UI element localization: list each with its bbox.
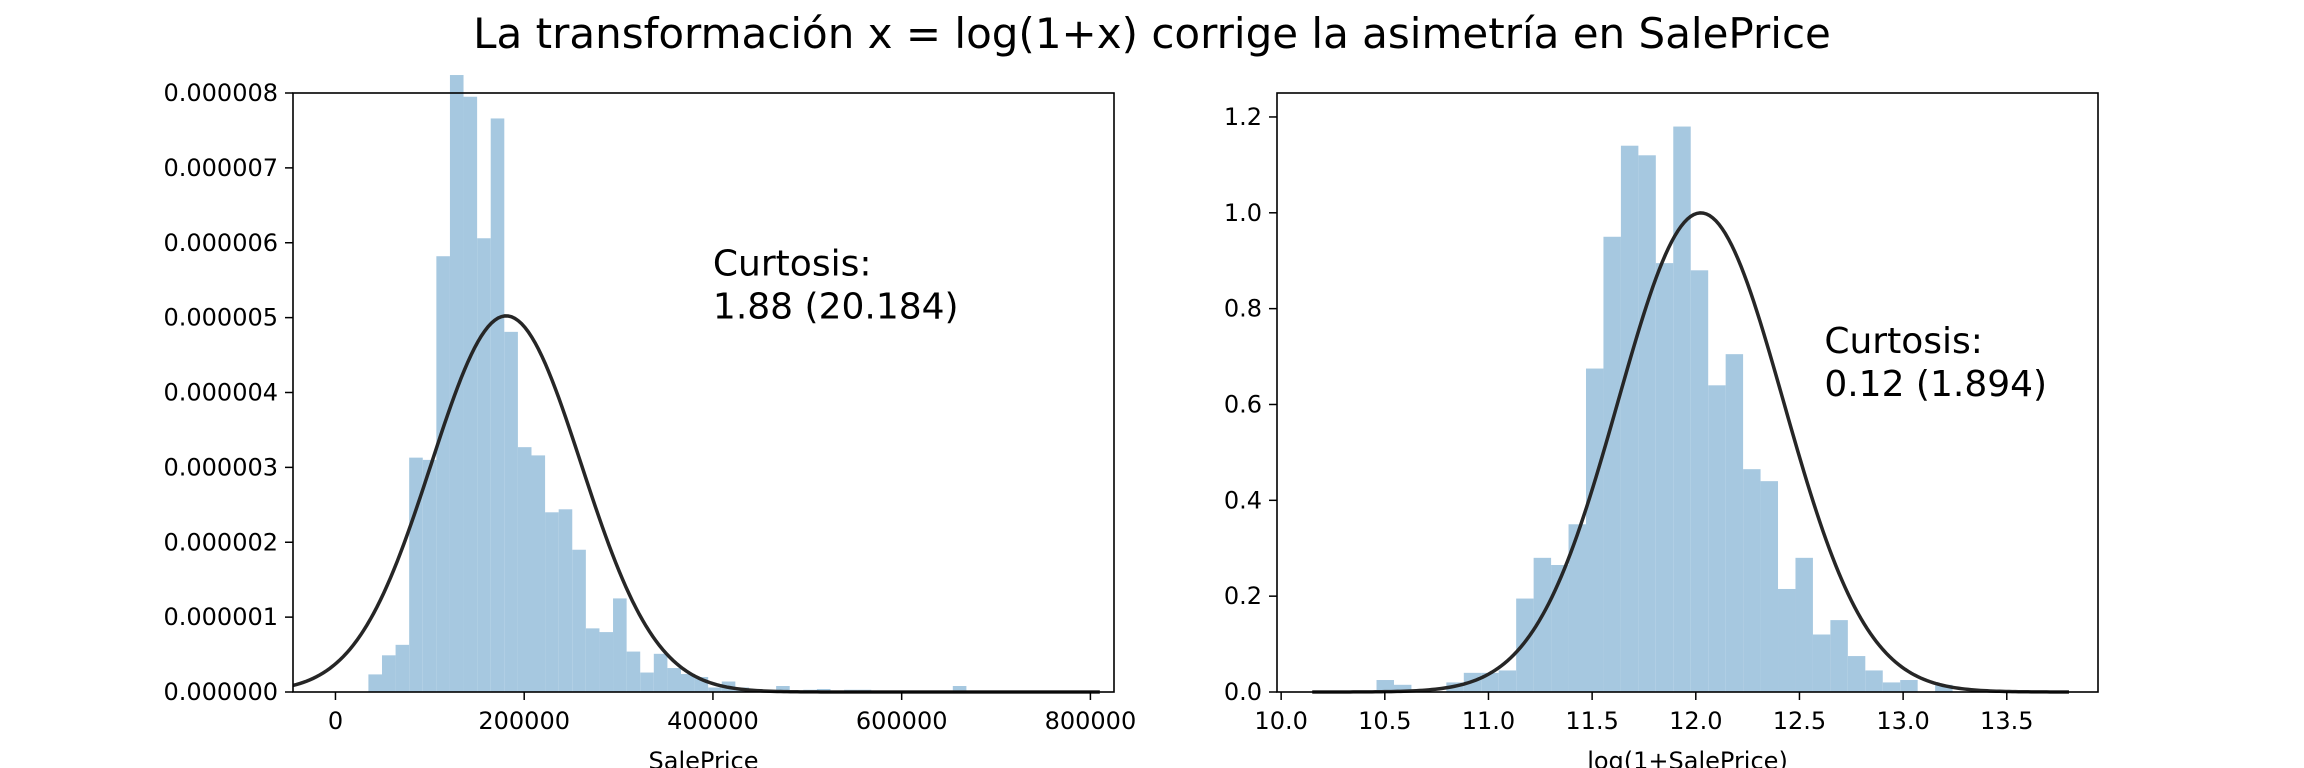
- x-tick-label: 10.0: [1254, 707, 1307, 735]
- histogram-bar: [1533, 557, 1552, 692]
- y-tick-label: 1.2: [1224, 103, 1262, 131]
- kurtosis-annotation-value: 1.88 (20.184): [713, 287, 959, 328]
- histogram-bar: [572, 549, 586, 692]
- histogram-bar: [490, 118, 505, 692]
- histogram-bar: [436, 256, 450, 692]
- histogram-bar: [1812, 634, 1831, 692]
- histogram-bar: [1708, 385, 1726, 692]
- histogram-bar: [449, 75, 464, 692]
- histogram-bar: [952, 686, 967, 692]
- figure-title: La transformación x = log(1+x) corrige l…: [473, 9, 1831, 58]
- histogram-bar: [1673, 126, 1691, 692]
- y-tick-label: 0.000006: [163, 229, 278, 257]
- histogram-bar: [1551, 565, 1569, 692]
- y-tick-label: 1.0: [1224, 199, 1262, 227]
- histogram-bar: [558, 509, 573, 692]
- x-tick-label: 0: [328, 707, 343, 735]
- histogram-bar: [1568, 524, 1586, 692]
- histogram-bar: [585, 628, 600, 692]
- histogram-bar: [1603, 236, 1621, 692]
- histogram-bar: [1882, 682, 1901, 692]
- histogram-bar: [626, 651, 641, 692]
- y-tick-label: 0.4: [1224, 486, 1262, 514]
- kurtosis-annotation: Curtosis: 0.12 (1.894): [1824, 321, 2047, 405]
- histogram-bar: [395, 644, 410, 692]
- kurtosis-annotation-label: Curtosis:: [1824, 321, 1983, 362]
- histogram-bar: [667, 668, 681, 692]
- y-tick-label: 0.000004: [163, 379, 278, 407]
- histogram-bar: [1935, 684, 1953, 692]
- histogram-bar: [1376, 680, 1394, 692]
- histogram-bar: [599, 632, 614, 692]
- histogram-bar: [1847, 656, 1866, 692]
- histogram-bar: [1760, 481, 1779, 692]
- x-tick-label: 600000: [856, 707, 948, 735]
- kurtosis-annotation-label: Curtosis:: [713, 244, 872, 285]
- x-tick-label: 12.5: [1773, 707, 1826, 735]
- histogram-bar: [422, 459, 437, 692]
- histogram-bar: [477, 238, 491, 692]
- x-tick-label: 11.5: [1565, 707, 1618, 735]
- y-tick-label: 0.000000: [163, 678, 278, 706]
- histogram-bar: [531, 455, 546, 692]
- y-tick-label: 0.000001: [163, 603, 278, 631]
- histogram-bar: [708, 687, 722, 692]
- x-tick-label: 13.5: [1980, 707, 2033, 735]
- histogram-bar: [1865, 670, 1883, 692]
- histogram-bar: [1585, 368, 1604, 692]
- x-axis-label: log(1+SalePrice): [1587, 747, 1788, 768]
- histogram-bar: [1743, 469, 1761, 692]
- histogram-bar: [1620, 145, 1639, 692]
- y-tick-label: 0.0: [1224, 678, 1262, 706]
- histogram-bar: [1778, 588, 1796, 692]
- histogram-bar: [368, 674, 382, 692]
- left-chart-salesprice-histogram: 0 200000 400000 600000 800000 0.000000 0.00000…: [163, 75, 1136, 768]
- histogram-bar: [776, 686, 790, 692]
- histogram-bar: [463, 96, 478, 692]
- y-tick-label: 0.8: [1224, 295, 1262, 323]
- histogram-bar: [1795, 557, 1813, 692]
- histogram-bar: [1498, 670, 1517, 692]
- histogram-bar: [504, 331, 518, 692]
- x-tick-label: 13.0: [1876, 707, 1929, 735]
- histogram-bar: [1393, 684, 1412, 692]
- right-chart-log-histogram: 10.0 10.5 11.0 11.5 12.0 12.5 13.0 13.5 0.0 0.2 0.…: [1224, 92, 2099, 768]
- y-tick-label: 0.000002: [163, 528, 278, 556]
- histogram-bar: [640, 672, 654, 692]
- histogram-bar: [381, 655, 396, 692]
- histogram-bar: [680, 674, 695, 692]
- y-tick-label: 0.000005: [163, 304, 278, 332]
- y-tick-label: 0.000008: [163, 79, 278, 107]
- histogram-bar: [545, 512, 559, 692]
- kurtosis-annotation-value: 0.12 (1.894): [1824, 364, 2047, 405]
- histogram-bar: [1900, 680, 1918, 692]
- histogram-bar: [1516, 598, 1534, 692]
- histogram-bar: [1655, 263, 1674, 692]
- histogram-bar: [613, 598, 627, 692]
- normal-fit-curve: [1312, 211, 2069, 694]
- x-tick-label: 800000: [1045, 707, 1137, 735]
- x-tick-label: 11.0: [1462, 707, 1515, 735]
- histogram-bar: [1690, 270, 1709, 692]
- histogram-bar: [517, 447, 532, 692]
- kurtosis-annotation: Curtosis: 1.88 (20.184): [713, 244, 959, 328]
- axes-frame: [1276, 92, 2099, 693]
- histogram-bar: [1638, 155, 1656, 692]
- x-tick-label: 10.5: [1358, 707, 1411, 735]
- y-tick-label: 0.000007: [163, 154, 278, 182]
- histogram-bar: [1725, 354, 1744, 692]
- y-tick-label: 0.2: [1224, 582, 1262, 610]
- y-tick-label: 0.000003: [163, 453, 278, 481]
- x-axis-label: SalePrice: [649, 747, 759, 768]
- x-tick-label: 12.0: [1669, 707, 1722, 735]
- x-tick-label: 400000: [667, 707, 759, 735]
- histogram-bar: [653, 653, 668, 692]
- y-tick-label: 0.6: [1224, 390, 1262, 418]
- x-tick-label: 200000: [478, 707, 570, 735]
- histogram-bar: [1830, 620, 1848, 692]
